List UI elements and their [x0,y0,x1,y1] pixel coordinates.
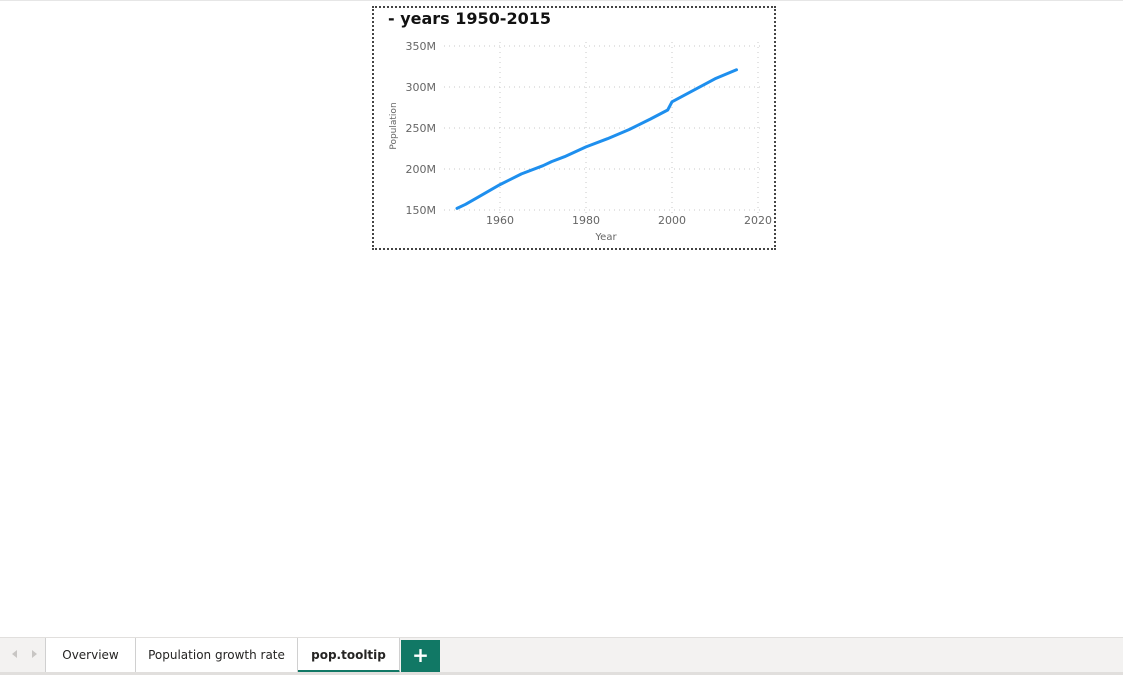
x-tick-label: 2020 [744,214,772,227]
line-chart-visual[interactable]: - years 1950-2015 150M 200M 250M 300M 350M 19… [372,6,776,250]
tab-pop-tooltip[interactable]: pop.tooltip [298,638,400,673]
tab-population-growth-rate[interactable]: Population growth rate [136,638,298,672]
y-tick-label: 350M [406,40,437,53]
y-tick-label: 150M [406,204,437,217]
chevron-right-icon[interactable] [32,650,37,658]
add-page-button[interactable]: + [401,640,440,672]
tab-overview[interactable]: Overview [46,638,136,672]
y-axis-title: Population [389,102,399,149]
population-line-chart: 150M 200M 250M 300M 350M 1960 1980 2000 2020 Year… [389,40,772,243]
x-tick-label: 1980 [572,214,600,227]
x-axis-title: Year [594,232,617,243]
bottom-divider [0,672,1123,675]
y-tick-label: 300M [406,81,437,94]
visual-title: - years 1950-2015 [388,9,551,28]
x-tick-label: 1960 [486,214,514,227]
chevron-left-icon[interactable] [12,650,17,658]
y-tick-label: 200M [406,163,437,176]
x-tick-label: 2000 [658,214,686,227]
report-canvas: - years 1950-2015 150M 200M 250M 300M 350M 19… [0,0,1123,250]
y-tick-label: 250M [406,122,437,135]
population-series-line [455,68,738,210]
tab-nav-arrows [0,638,46,674]
page-tab-bar: Overview Population growth rate pop.tool… [0,637,1123,675]
